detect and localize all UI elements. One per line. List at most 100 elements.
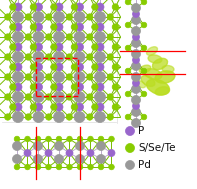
Circle shape [66, 34, 72, 40]
Circle shape [51, 64, 57, 70]
Circle shape [33, 12, 44, 22]
Circle shape [133, 57, 139, 64]
Circle shape [141, 68, 147, 74]
Circle shape [55, 63, 63, 71]
Circle shape [133, 80, 139, 87]
Ellipse shape [144, 69, 162, 79]
Circle shape [10, 84, 16, 90]
Circle shape [132, 15, 140, 25]
Circle shape [54, 112, 64, 122]
Circle shape [33, 32, 44, 43]
Ellipse shape [148, 55, 162, 63]
Ellipse shape [147, 47, 157, 55]
Circle shape [132, 4, 140, 12]
Circle shape [112, 104, 119, 110]
Circle shape [66, 149, 73, 156]
Circle shape [25, 34, 32, 40]
Circle shape [75, 63, 84, 71]
Circle shape [54, 71, 64, 83]
Circle shape [14, 43, 22, 51]
Ellipse shape [162, 65, 174, 73]
Circle shape [87, 149, 94, 156]
Circle shape [55, 83, 63, 91]
Circle shape [86, 114, 93, 120]
Circle shape [55, 154, 63, 163]
Circle shape [77, 136, 83, 142]
Ellipse shape [139, 65, 151, 73]
Circle shape [5, 14, 11, 20]
Ellipse shape [155, 87, 169, 95]
Circle shape [133, 11, 139, 18]
Circle shape [25, 136, 30, 142]
Circle shape [125, 143, 135, 153]
Circle shape [132, 95, 140, 105]
Circle shape [54, 91, 64, 102]
Circle shape [12, 71, 23, 83]
Circle shape [132, 50, 140, 59]
Circle shape [55, 43, 63, 51]
Ellipse shape [147, 79, 170, 95]
Circle shape [55, 3, 63, 11]
Circle shape [107, 34, 113, 40]
Circle shape [86, 14, 93, 20]
Circle shape [74, 32, 85, 43]
Circle shape [92, 104, 98, 110]
Circle shape [55, 23, 63, 31]
Circle shape [30, 84, 37, 90]
Circle shape [125, 160, 135, 170]
Circle shape [14, 23, 22, 31]
Circle shape [46, 14, 52, 20]
Circle shape [30, 4, 37, 10]
Circle shape [14, 103, 22, 111]
Circle shape [66, 54, 72, 60]
Circle shape [35, 136, 41, 142]
Circle shape [74, 71, 85, 83]
Circle shape [133, 33, 139, 40]
Circle shape [5, 74, 11, 80]
Circle shape [95, 71, 106, 83]
Ellipse shape [141, 76, 155, 86]
Circle shape [66, 14, 72, 20]
Circle shape [107, 74, 113, 80]
Circle shape [30, 64, 37, 70]
Circle shape [12, 12, 23, 22]
Circle shape [133, 102, 139, 109]
Circle shape [125, 22, 131, 28]
Circle shape [5, 34, 11, 40]
Circle shape [74, 112, 85, 122]
Circle shape [33, 71, 44, 83]
Circle shape [54, 51, 64, 63]
Circle shape [97, 154, 106, 163]
Circle shape [54, 32, 64, 43]
Circle shape [109, 164, 114, 170]
Circle shape [46, 74, 52, 80]
Circle shape [25, 164, 30, 170]
Circle shape [34, 83, 43, 91]
Circle shape [33, 154, 43, 163]
Circle shape [132, 108, 140, 116]
Circle shape [71, 64, 78, 70]
Circle shape [141, 114, 147, 120]
Circle shape [33, 51, 44, 63]
Circle shape [74, 91, 85, 102]
Circle shape [107, 114, 113, 120]
Circle shape [30, 44, 37, 50]
Circle shape [125, 91, 131, 97]
Circle shape [25, 14, 32, 20]
Text: P: P [138, 126, 144, 136]
Circle shape [98, 164, 104, 170]
Circle shape [12, 32, 23, 43]
Circle shape [66, 74, 72, 80]
Circle shape [56, 164, 62, 170]
Circle shape [10, 64, 16, 70]
Circle shape [97, 142, 106, 150]
Circle shape [98, 136, 104, 142]
Circle shape [112, 4, 119, 10]
Circle shape [125, 45, 131, 51]
Circle shape [132, 39, 140, 47]
Circle shape [30, 104, 37, 110]
Circle shape [10, 4, 16, 10]
Circle shape [46, 114, 52, 120]
Circle shape [56, 136, 62, 142]
Circle shape [10, 24, 16, 30]
